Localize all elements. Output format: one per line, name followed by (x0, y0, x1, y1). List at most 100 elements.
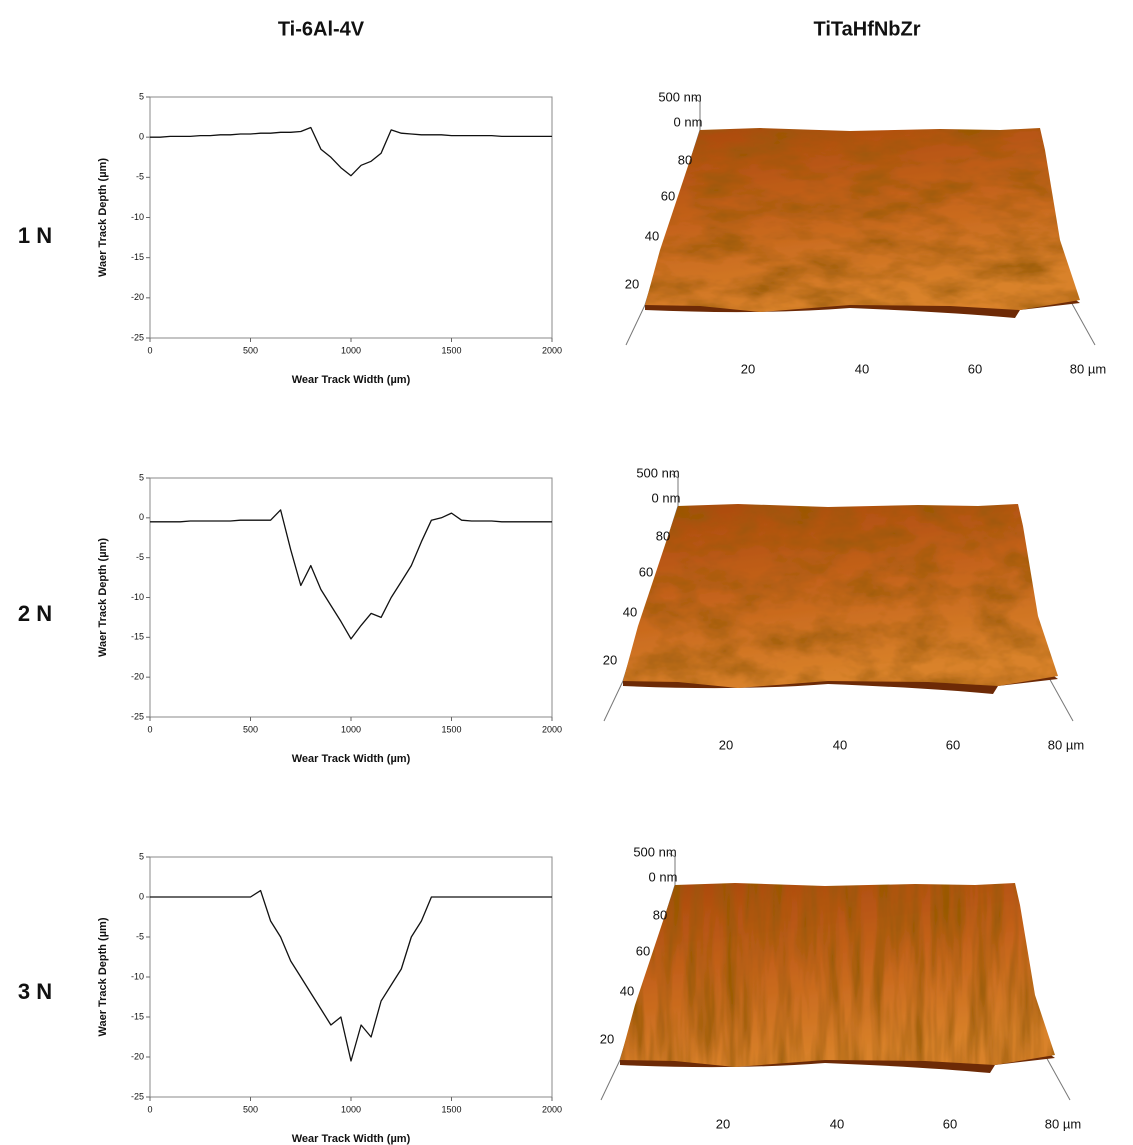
x-label: 20 (719, 737, 733, 752)
z-label: 0 nm (674, 114, 703, 129)
y-label: 20 (600, 1031, 614, 1046)
y-tick-label: -10 (131, 592, 144, 602)
y-tick-label: 0 (139, 132, 144, 142)
afm-image: 500 nm 0 nm 80 60 40 20 20 40 60 80 µm (603, 465, 1084, 752)
y-tick-label: -25 (131, 332, 144, 342)
surface (623, 504, 1058, 688)
y-tick-label: -20 (131, 292, 144, 302)
row-label: 2 N (18, 601, 52, 626)
y-tick-label: 0 (139, 512, 144, 522)
row-label: 1 N (18, 223, 52, 248)
profile-line (150, 509, 552, 640)
plot-frame (149, 96, 553, 339)
y-axis-label: Waer Track Depth (µm) (97, 917, 109, 1036)
y-tick-label: -5 (136, 172, 144, 182)
x-tick-label: 500 (243, 345, 258, 355)
z-axis-line (668, 852, 676, 885)
line-chart: -25 -20 -15 -10 -5 0 5 0 500 1000 1500 2000 Wear Tra… (97, 851, 562, 1145)
axis-line (1044, 1054, 1071, 1101)
y-label: 40 (645, 228, 659, 243)
axis-line (1069, 299, 1096, 346)
axis-line (625, 304, 646, 346)
x-label: 60 (946, 737, 960, 752)
x-axis-label: Wear Track Width (µm) (292, 753, 411, 765)
afm-image: 500 nm 0 nm 80 60 40 20 20 40 60 80 µm (625, 89, 1106, 376)
y-label: 80 (656, 528, 670, 543)
x-tick-label: 2000 (542, 724, 562, 734)
y-tick-label: -20 (131, 672, 144, 682)
y-label: 80 (678, 152, 692, 167)
y-tick-label: -15 (131, 1011, 144, 1021)
y-label: 40 (623, 604, 637, 619)
axis-line (1047, 675, 1074, 722)
x-label: 80 µm (1070, 361, 1106, 376)
x-tick-label: 1000 (341, 345, 361, 355)
z-axis-line (671, 473, 679, 506)
x-tick-label: 1000 (341, 1104, 361, 1114)
x-label: 60 (943, 1116, 957, 1131)
z-label: 500 nm (636, 465, 679, 480)
y-label: 40 (620, 983, 634, 998)
afm-image: 500 nm 0 nm 80 60 40 20 20 40 60 80 µm (600, 844, 1081, 1131)
x-tick-label: 1500 (441, 1104, 461, 1114)
y-tick-label: -15 (131, 252, 144, 262)
column-header: TiTaHfNbZr (813, 18, 920, 40)
z-label: 500 nm (658, 89, 701, 104)
line-chart: -25 -20 -15 -10 -5 0 5 0 500 1000 1500 2000 Wear Tra… (97, 472, 562, 765)
row-label: 3 N (18, 979, 52, 1004)
plot-frame (149, 477, 553, 718)
x-label: 80 µm (1048, 737, 1084, 752)
y-tick-label: 5 (139, 472, 144, 482)
y-label: 60 (639, 564, 653, 579)
x-tick-label: 2000 (542, 345, 562, 355)
x-tick-label: 500 (243, 724, 258, 734)
x-tick-label: 2000 (542, 1104, 562, 1114)
x-label: 20 (741, 361, 755, 376)
z-axis-line (693, 97, 701, 130)
x-label: 80 µm (1045, 1116, 1081, 1131)
y-axis-label: Waer Track Depth (µm) (97, 538, 109, 657)
y-label: 20 (625, 276, 639, 291)
y-tick-label: -25 (131, 711, 144, 721)
x-tick-label: 1500 (441, 724, 461, 734)
x-tick-label: 1000 (341, 724, 361, 734)
y-tick-label: -15 (131, 632, 144, 642)
surface (620, 883, 1055, 1067)
y-tick-label: -20 (131, 1051, 144, 1061)
x-tick-label: 0 (147, 724, 152, 734)
x-tick-label: 500 (243, 1104, 258, 1114)
z-label: 0 nm (652, 490, 681, 505)
column-header: Ti-6Al-4V (278, 18, 365, 40)
y-label: 20 (603, 652, 617, 667)
y-tick-label: -5 (136, 931, 144, 941)
y-label: 60 (661, 188, 675, 203)
z-label: 500 nm (633, 844, 676, 859)
y-tick-label: 5 (139, 91, 144, 101)
x-tick-label: 0 (147, 345, 152, 355)
x-axis-label: Wear Track Width (µm) (292, 374, 411, 386)
x-label: 40 (830, 1116, 844, 1131)
x-label: 20 (716, 1116, 730, 1131)
y-tick-label: -25 (131, 1091, 144, 1101)
x-axis-label: Wear Track Width (µm) (292, 1133, 411, 1145)
y-tick-label: 0 (139, 891, 144, 901)
axis-line (600, 1059, 621, 1101)
y-axis-label: Waer Track Depth (µm) (97, 158, 109, 277)
x-label: 40 (833, 737, 847, 752)
line-chart: -25 -20 -15 -10 -5 0 5 0 500 1000 1500 2000 Wear Tra… (97, 91, 562, 386)
y-tick-label: -10 (131, 212, 144, 222)
x-tick-label: 1500 (441, 345, 461, 355)
profile-line (150, 889, 552, 1062)
y-tick-label: -10 (131, 971, 144, 981)
y-tick-label: -5 (136, 552, 144, 562)
profile-line (150, 126, 552, 177)
x-tick-label: 0 (147, 1104, 152, 1114)
y-label: 80 (653, 907, 667, 922)
z-label: 0 nm (649, 869, 678, 884)
x-label: 40 (855, 361, 869, 376)
y-tick-label: 5 (139, 851, 144, 861)
axis-line (603, 680, 624, 722)
surface (645, 128, 1080, 312)
x-label: 60 (968, 361, 982, 376)
